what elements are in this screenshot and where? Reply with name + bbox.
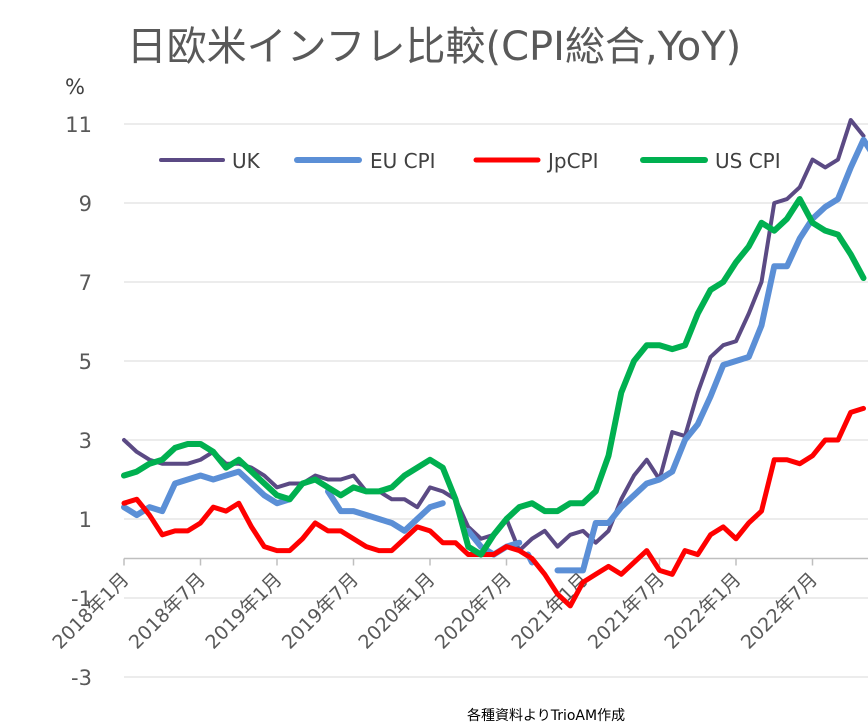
series-line-jpcpi (121, 405, 866, 609)
chart-title: 日欧米インフレ比較(CPI総合,YoY) (126, 24, 742, 70)
y-tick-label: 7 (79, 271, 92, 295)
y-unit-label: % (65, 75, 85, 99)
series-line-uk (122, 118, 866, 553)
series-line-eu-cpi (121, 468, 293, 519)
x-tick-label: 2021年7月 (584, 568, 669, 653)
x-tick-label: 2019年1月 (201, 568, 286, 653)
x-tick-label: 2022年1月 (660, 568, 745, 653)
x-tick-label: 2018年7月 (125, 568, 210, 653)
y-tick-label: -1 (71, 587, 92, 611)
x-tick-label: 2018年1月 (48, 568, 133, 653)
legend: UK EU CPI JpCPI US CPI (159, 149, 781, 173)
legend-label: EU CPI (370, 149, 436, 173)
axis-layer: -3-113579112018年1月2018年7月2019年1月2019年7月2… (48, 113, 868, 690)
x-tick-label: 2019年7月 (278, 568, 363, 653)
series-line-eu-cpi (554, 136, 868, 574)
y-tick-label: 3 (79, 429, 92, 453)
x-tick-label: 2022年7月 (737, 568, 822, 653)
legend-label: UK (232, 149, 261, 173)
y-tick-label: -3 (71, 666, 92, 690)
series-line-eu-cpi (325, 488, 446, 534)
y-tick-label: 11 (65, 113, 92, 137)
series-layer (121, 118, 868, 609)
x-tick-label: 2020年7月 (431, 568, 516, 653)
series-line-us-cpi (121, 196, 867, 558)
y-tick-label: 9 (79, 192, 92, 216)
source-note: 各種資料よりTrioAM作成 (467, 708, 626, 724)
x-tick-label: 2020年1月 (354, 568, 439, 653)
y-tick-label: 5 (79, 350, 92, 374)
legend-label: JpCPI (546, 149, 599, 173)
y-tick-label: 1 (79, 508, 92, 532)
legend-label: US CPI (715, 149, 781, 173)
